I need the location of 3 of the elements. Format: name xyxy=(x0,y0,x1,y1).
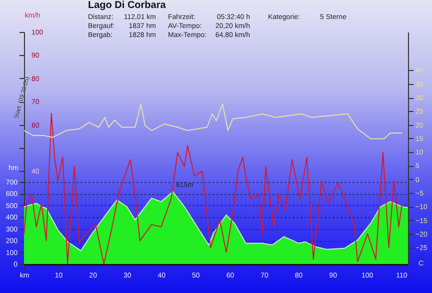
line-series xyxy=(24,104,403,140)
chart-title: Lago Di Corbara xyxy=(88,0,166,11)
line-series xyxy=(24,112,403,264)
